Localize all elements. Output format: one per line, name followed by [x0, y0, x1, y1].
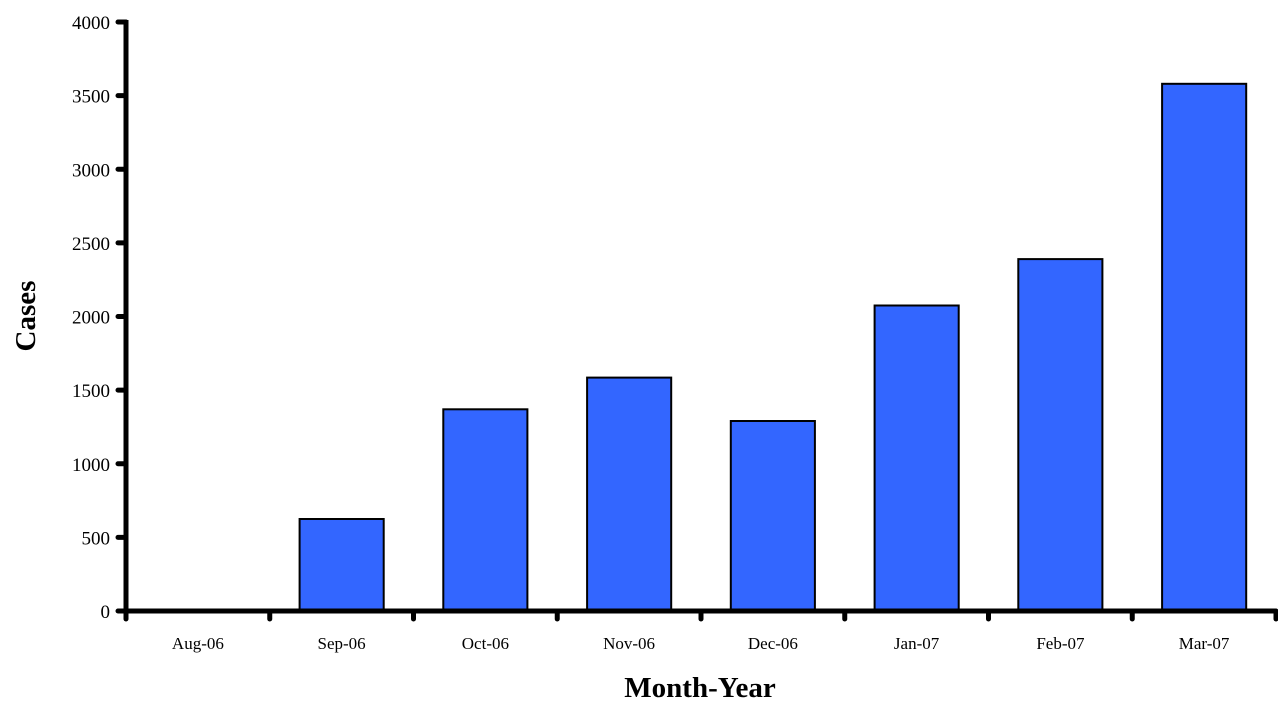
bar-sep-06 — [298, 518, 385, 612]
y-tick-label: 0 — [101, 602, 111, 623]
x-axis-title: Month-Year — [624, 672, 776, 704]
y-tick-label: 1500 — [72, 381, 110, 402]
y-tick-label: 4000 — [72, 13, 110, 34]
y-tick-label: 1000 — [72, 455, 110, 476]
y-axis-title: Cases — [10, 281, 42, 352]
x-tick-label: Dec-06 — [748, 634, 798, 653]
x-tick-label: Oct-06 — [462, 634, 509, 653]
y-tick-label: 3000 — [72, 160, 110, 181]
y-tick-label: 2500 — [72, 234, 110, 255]
x-tick-label: Jan-07 — [894, 634, 940, 653]
x-tick-label: Nov-06 — [603, 634, 655, 653]
y-tick-label: 2000 — [72, 308, 110, 329]
bar-feb-07 — [1017, 258, 1104, 612]
bar-nov-06 — [586, 376, 673, 612]
x-tick-label: Aug-06 — [172, 634, 224, 653]
bar-mar-07 — [1161, 82, 1248, 613]
y-tick-label: 3500 — [72, 87, 110, 108]
y-ticks-layer: 0 500 1000 1500 2000 2500 3000 3500 4000 — [72, 13, 129, 623]
bar-jan-07 — [873, 304, 960, 612]
x-tick-label: Mar-07 — [1179, 634, 1230, 653]
bar-oct-06 — [442, 408, 529, 612]
bars-layer — [298, 82, 1248, 613]
x-tick-label: Feb-07 — [1036, 634, 1085, 653]
bar-dec-06 — [729, 420, 816, 612]
x-tick-label: Sep-06 — [318, 634, 366, 653]
y-tick-label: 500 — [82, 528, 111, 549]
x-ticks-layer: Aug-06 Sep-06 Oct-06 Nov-06 Dec-06 Jan-07 Feb-… — [123, 608, 1278, 653]
